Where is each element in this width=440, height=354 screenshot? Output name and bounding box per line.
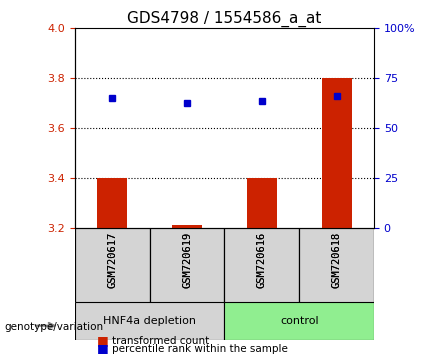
FancyBboxPatch shape <box>150 228 224 302</box>
Text: GSM720617: GSM720617 <box>107 232 117 288</box>
FancyBboxPatch shape <box>75 302 224 340</box>
Text: GSM720616: GSM720616 <box>257 232 267 288</box>
Bar <box>172 225 202 228</box>
FancyBboxPatch shape <box>224 228 299 302</box>
Text: GSM720618: GSM720618 <box>332 232 341 288</box>
Text: ■: ■ <box>97 342 109 354</box>
Bar <box>322 78 352 228</box>
FancyBboxPatch shape <box>224 302 374 340</box>
Title: GDS4798 / 1554586_a_at: GDS4798 / 1554586_a_at <box>127 11 322 27</box>
Text: ■: ■ <box>97 334 109 347</box>
Bar <box>247 178 277 228</box>
Text: GSM720617: GSM720617 <box>107 232 117 288</box>
Text: transformed count: transformed count <box>112 336 209 346</box>
Text: GSM720618: GSM720618 <box>332 232 341 288</box>
Text: HNF4a depletion: HNF4a depletion <box>103 316 196 326</box>
Text: percentile rank within the sample: percentile rank within the sample <box>112 344 288 354</box>
FancyBboxPatch shape <box>299 228 374 302</box>
FancyBboxPatch shape <box>75 228 150 302</box>
Bar <box>97 178 127 228</box>
Text: control: control <box>280 316 319 326</box>
Text: GSM720619: GSM720619 <box>182 232 192 288</box>
Text: genotype/variation: genotype/variation <box>4 322 103 332</box>
Text: GSM720619: GSM720619 <box>182 232 192 288</box>
Text: GSM720616: GSM720616 <box>257 232 267 288</box>
